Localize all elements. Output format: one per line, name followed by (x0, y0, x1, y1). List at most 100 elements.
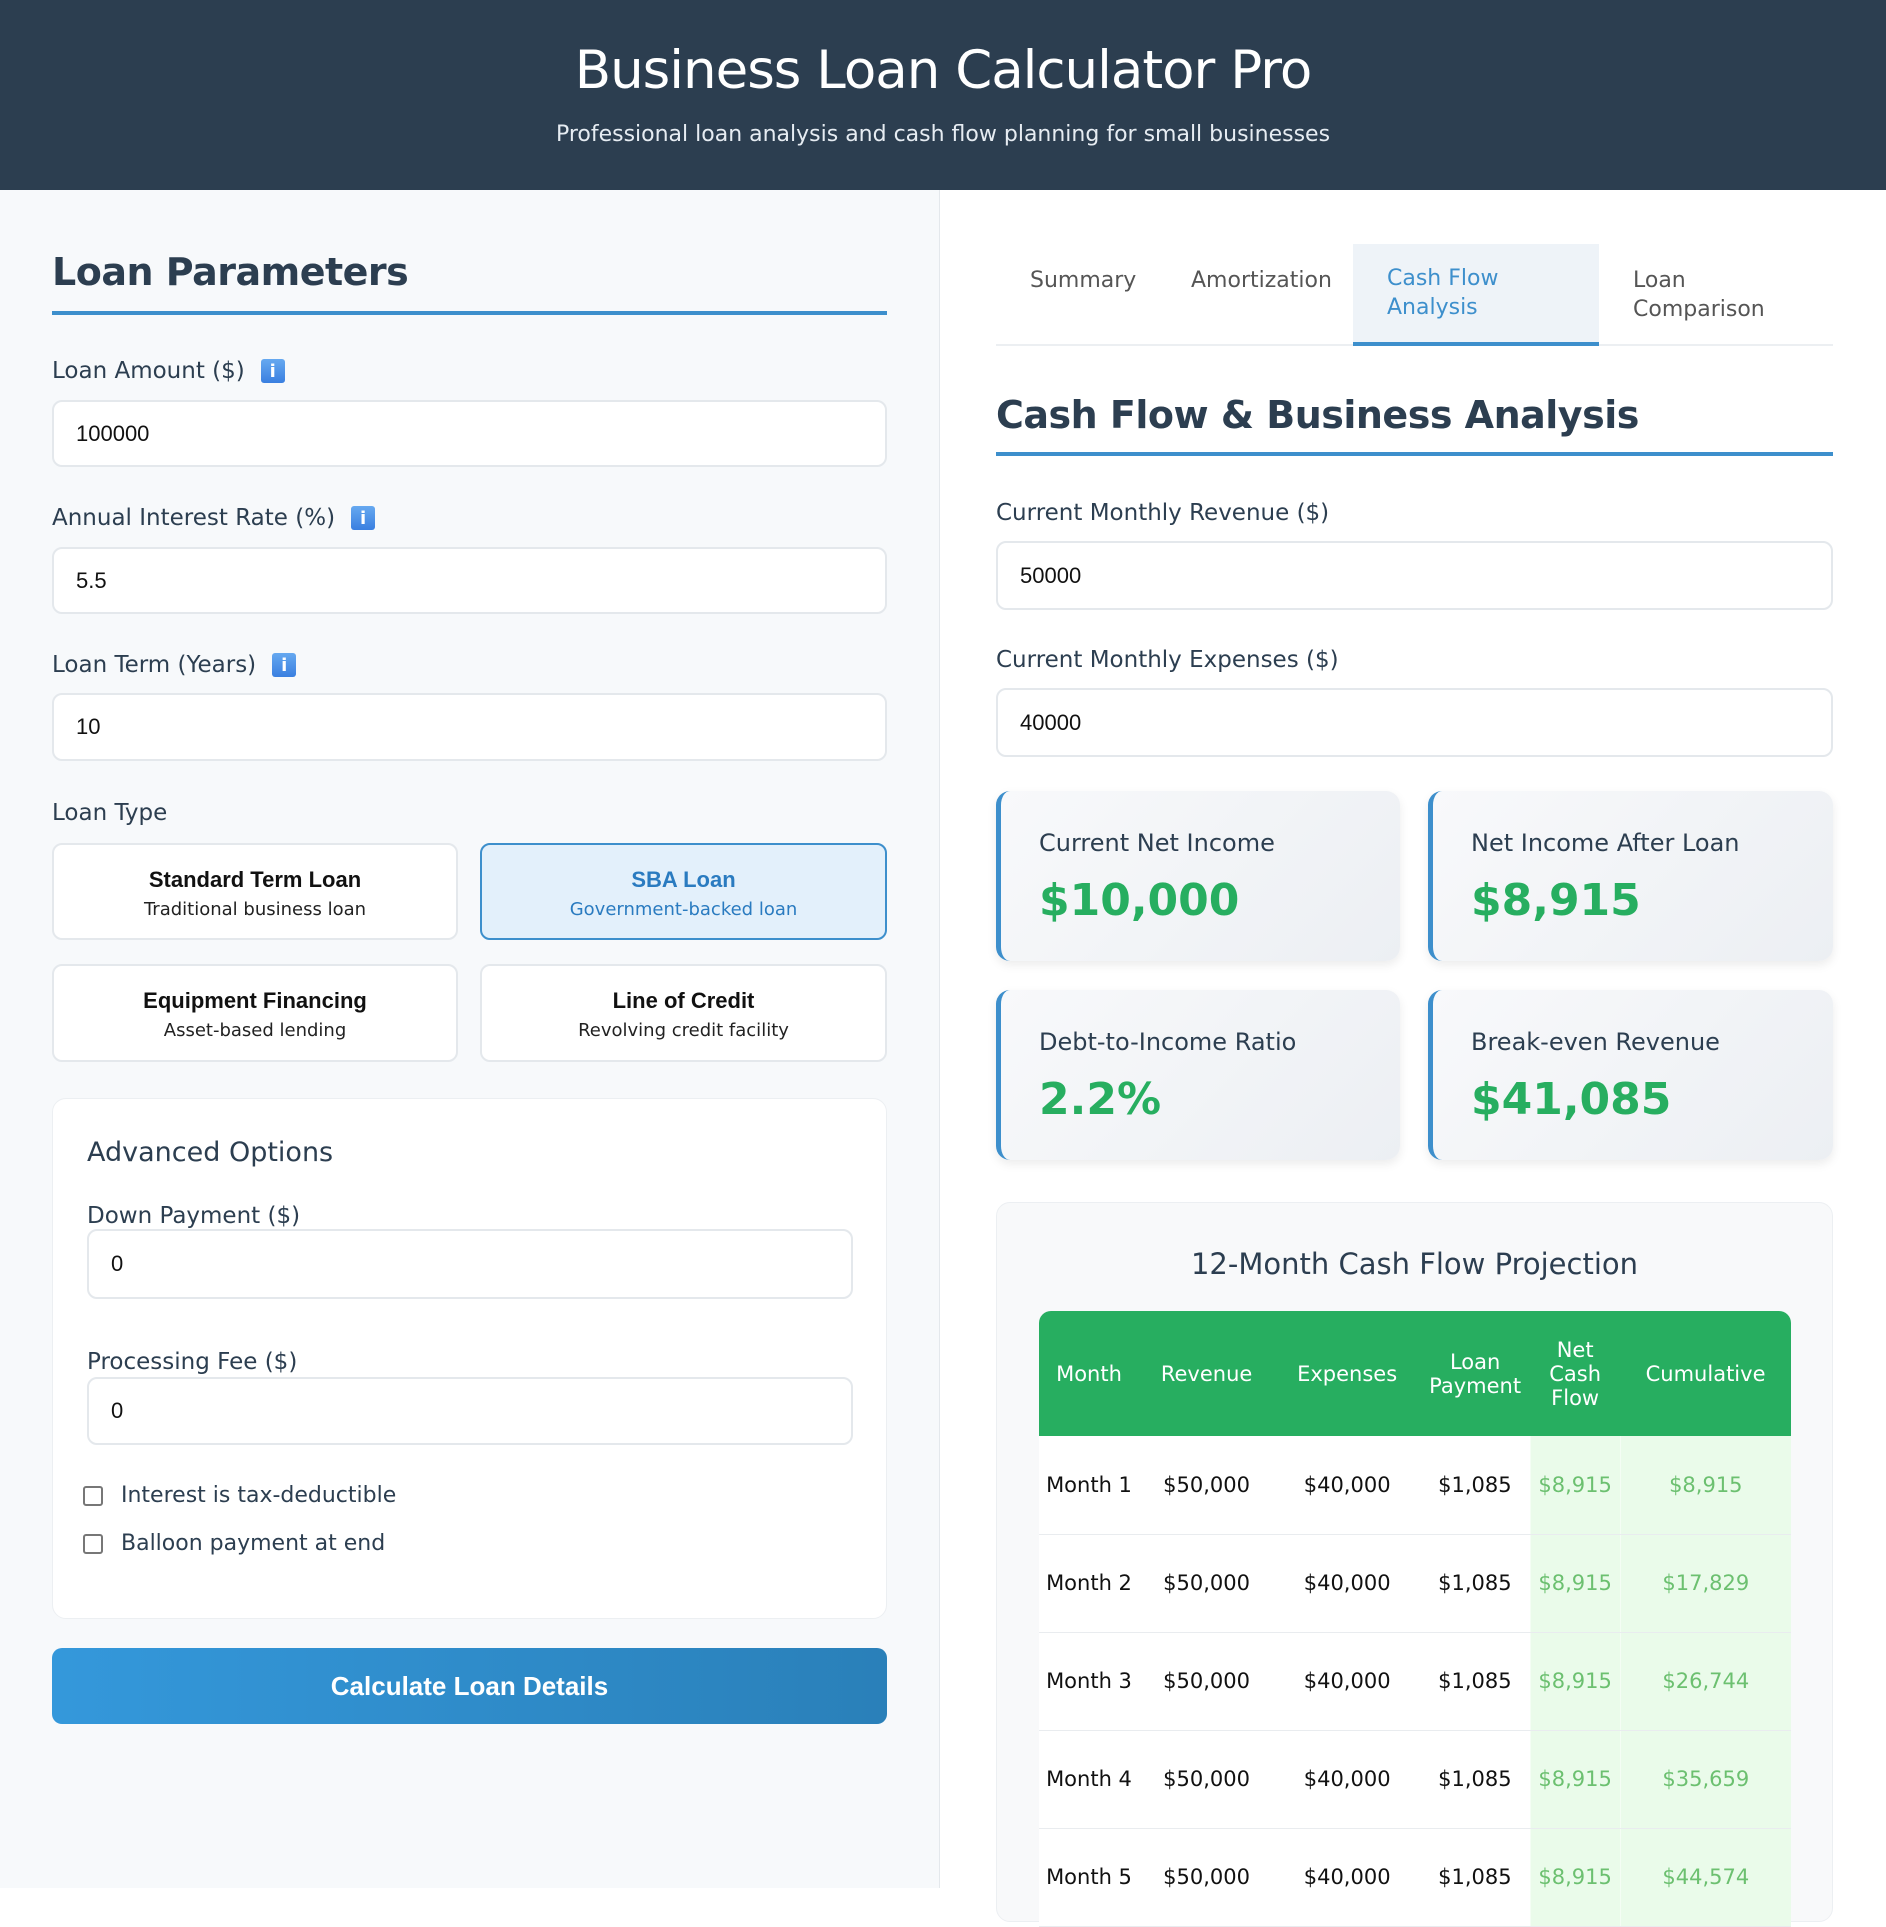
table-cell: $50,000 (1139, 1534, 1275, 1633)
metric-net-income-after-loan: Net Income After Loan $8,915 (1428, 791, 1833, 961)
app-subtitle: Professional loan analysis and cash flow… (555, 122, 1331, 147)
loan-type-sba[interactable]: SBA Loan Government-backed loan (480, 843, 887, 940)
table-cell: Month 5 (1039, 1828, 1139, 1927)
metric-debt-to-income: Debt-to-Income Ratio 2.2% (996, 990, 1400, 1160)
expenses-label: Current Monthly Expenses ($) (996, 647, 1339, 673)
card-desc: Revolving credit facility (578, 1020, 789, 1041)
column-header: Cumulative (1620, 1311, 1791, 1436)
panel-title: Loan Parameters (52, 250, 409, 294)
loan-parameters-panel: Loan Parameters Loan Amount ($) i 100000 … (0, 190, 940, 1888)
table-cell: $8,915 (1529, 1828, 1621, 1927)
table-cell: $1,085 (1420, 1632, 1531, 1731)
table-cell: $1,085 (1420, 1828, 1531, 1927)
title-underline (996, 452, 1833, 456)
card-desc: Asset-based lending (163, 1020, 347, 1041)
tab-summary[interactable]: Summary (1030, 268, 1137, 293)
loan-type-label: Loan Type (52, 800, 168, 826)
table-cell: $1,085 (1420, 1436, 1531, 1535)
card-title: Line of Credit (612, 988, 755, 1013)
metric-value: $10,000 (1039, 875, 1240, 926)
table-cell: $8,915 (1529, 1534, 1621, 1633)
table-cell: $40,000 (1274, 1534, 1421, 1633)
table-cell: $26,744 (1619, 1632, 1791, 1731)
table-row: Month 5 $50,000 $40,000 $1,085 $8,915 $44,574 (1039, 1828, 1791, 1927)
info-icon[interactable]: i (351, 506, 376, 530)
metric-current-net-income: Current Net Income $10,000 (996, 791, 1400, 961)
table-cell: $44,574 (1619, 1828, 1791, 1927)
calculate-button[interactable]: Calculate Loan Details (52, 1648, 887, 1724)
interest-rate-input[interactable]: 5.5 (52, 547, 887, 614)
advanced-title: Advanced Options (87, 1137, 334, 1168)
card-title: Equipment Financing (143, 988, 367, 1013)
expenses-input[interactable]: 40000 (996, 688, 1833, 757)
column-header: Expenses (1274, 1311, 1421, 1436)
table-cell: $40,000 (1274, 1730, 1421, 1829)
table-cell: $1,085 (1420, 1730, 1531, 1829)
tax-deductible-checkbox[interactable]: Interest is tax-deductible (83, 1483, 396, 1508)
metric-label: Break-even Revenue (1471, 1028, 1720, 1056)
card-title: SBA Loan (631, 867, 736, 892)
card-desc: Traditional business loan (143, 899, 367, 920)
table-cell: $40,000 (1274, 1436, 1421, 1535)
table-cell: $50,000 (1139, 1632, 1275, 1731)
table-cell: $17,829 (1619, 1534, 1791, 1633)
table-cell: Month 3 (1039, 1632, 1139, 1731)
checkbox-label: Interest is tax-deductible (121, 1483, 397, 1508)
app-header: Business Loan Calculator Pro Professiona… (0, 0, 1886, 190)
column-header: Revenue (1139, 1311, 1275, 1436)
table-cell: $50,000 (1139, 1730, 1275, 1829)
metric-value: 2.2% (1039, 1074, 1162, 1125)
info-icon[interactable]: i (272, 653, 297, 677)
info-icon[interactable]: i (260, 359, 285, 383)
metric-label: Current Net Income (1039, 829, 1275, 857)
table-cell: $50,000 (1139, 1828, 1275, 1927)
table-cell: Month 1 (1039, 1436, 1139, 1535)
balloon-payment-checkbox[interactable]: Balloon payment at end (83, 1531, 385, 1556)
checkbox-box[interactable] (83, 1485, 103, 1506)
down-payment-label: Down Payment ($) (87, 1203, 301, 1229)
table-cell: $8,915 (1529, 1632, 1621, 1731)
table-cell: $40,000 (1274, 1632, 1421, 1731)
table-cell: $8,915 (1529, 1730, 1621, 1829)
metric-label: Net Income After Loan (1471, 829, 1740, 857)
revenue-input[interactable]: 50000 (996, 541, 1833, 610)
tab-loan-comparison[interactable]: Loan Comparison (1633, 268, 1765, 322)
column-header: Net Cash Flow (1530, 1311, 1621, 1436)
column-header: Loan Payment (1420, 1311, 1531, 1436)
label-text: Loan Term (Years) (52, 652, 257, 678)
table-cell: $8,915 (1529, 1436, 1621, 1535)
loan-type-equipment[interactable]: Equipment Financing Asset-based lending (52, 964, 458, 1062)
table-row: Month 3 $50,000 $40,000 $1,085 $8,915 $26,744 (1039, 1632, 1791, 1731)
title-underline (52, 311, 887, 315)
table-row: Month 1 $50,000 $40,000 $1,085 $8,915 $8,915 (1039, 1436, 1791, 1535)
column-header: Month (1039, 1311, 1139, 1436)
tab-amortization[interactable]: Amortization (1191, 268, 1332, 293)
revenue-label: Current Monthly Revenue ($) (996, 500, 1330, 526)
label-text: Annual Interest Rate (%) (52, 505, 336, 531)
loan-amount-label: Loan Amount ($) i (52, 358, 285, 384)
processing-fee-label: Processing Fee ($) (87, 1349, 298, 1375)
card-desc: Government-backed loan (569, 899, 798, 920)
down-payment-input[interactable]: 0 (87, 1229, 853, 1299)
table-cell: Month 4 (1039, 1730, 1139, 1829)
table-cell: $35,659 (1619, 1730, 1791, 1829)
tab-bar: Summary Amortization Cash Flow Analysis … (996, 244, 1833, 346)
tab-cash-flow-analysis[interactable]: Cash Flow Analysis (1353, 244, 1599, 346)
loan-amount-input[interactable]: 100000 (52, 400, 887, 467)
interest-rate-label: Annual Interest Rate (%) i (52, 505, 376, 531)
app-title: Business Loan Calculator Pro (574, 40, 1313, 101)
checkbox-box[interactable] (83, 1533, 103, 1554)
table-cell: $1,085 (1420, 1534, 1531, 1633)
loan-term-input[interactable]: 10 (52, 693, 887, 761)
metric-value: $41,085 (1471, 1074, 1672, 1125)
cash-flow-projection: 12-Month Cash Flow Projection Month Reven… (996, 1202, 1833, 1927)
loan-term-label: Loan Term (Years) i (52, 652, 297, 678)
loan-type-standard[interactable]: Standard Term Loan Traditional business l… (52, 843, 458, 940)
processing-fee-input[interactable]: 0 (87, 1377, 853, 1445)
loan-type-credit-line[interactable]: Line of Credit Revolving credit facility (480, 964, 887, 1062)
table-row: Month 2 $50,000 $40,000 $1,085 $8,915 $17,829 (1039, 1534, 1791, 1633)
projection-title: 12-Month Cash Flow Projection (1190, 1247, 1639, 1281)
table-row: Month 4 $50,000 $40,000 $1,085 $8,915 $35,659 (1039, 1730, 1791, 1829)
table-cell: $50,000 (1139, 1436, 1275, 1535)
projection-table: Month Revenue Expenses Loan Payment Net Cash… (1039, 1311, 1791, 1927)
